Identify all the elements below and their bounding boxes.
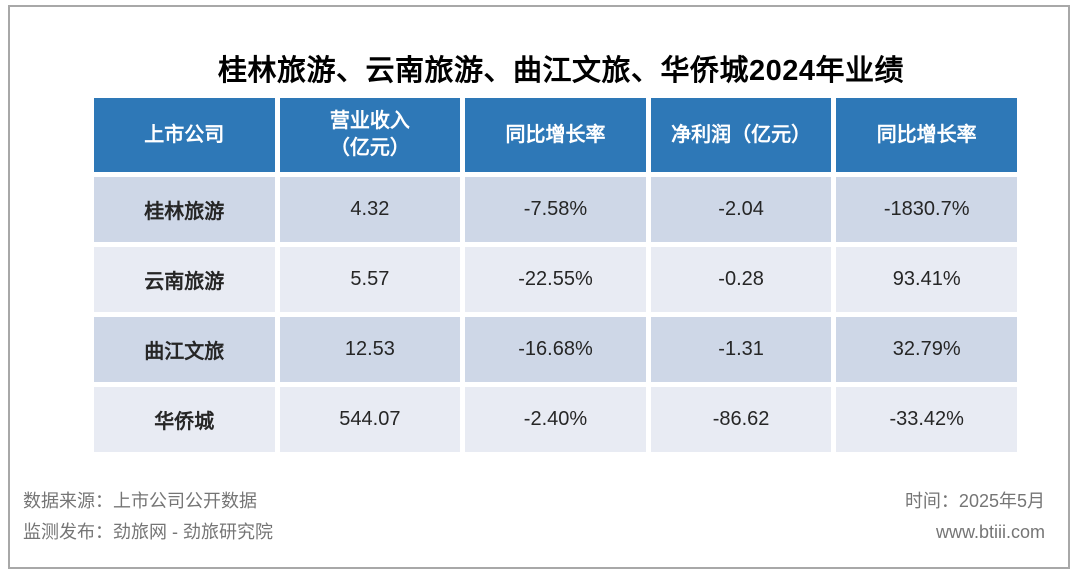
table-header: 上市公司 营业收入 （亿元） 同比增长率 净利润（亿元） 同比增长率 — [94, 98, 1017, 172]
table-row-oct: 华侨城 544.07 -2.40% -86.62 -33.42% — [94, 387, 1017, 452]
profit-yoy-cell: -33.42% — [836, 387, 1017, 452]
revenue-cell: 544.07 — [279, 387, 461, 452]
header-profit: 净利润（亿元） — [650, 98, 832, 172]
footer-left: 数据来源：上市公司公开数据 监测发布：劲旅网 - 劲旅研究院 — [23, 486, 273, 548]
table-row-guilin-tourism: 桂林旅游 4.32 -7.58% -2.04 -1830.7% — [94, 177, 1017, 242]
header-revenue: 营业收入 （亿元） — [279, 98, 461, 172]
company-cell: 华侨城 — [94, 387, 275, 452]
table-row-yunnan-tourism: 云南旅游 5.57 -22.55% -0.28 93.41% — [94, 247, 1017, 312]
profit-cell: -0.28 — [650, 247, 832, 312]
date-text: 时间：2025年5月 — [904, 491, 1045, 511]
company-cell: 桂林旅游 — [94, 177, 275, 242]
revenue-yoy-cell: -2.40% — [465, 387, 646, 452]
company-cell: 云南旅游 — [94, 247, 275, 312]
website-text: www.btiii.com — [935, 522, 1045, 542]
profit-cell: -2.04 — [650, 177, 832, 242]
page-title: 桂林旅游、云南旅游、曲江文旅、华侨城2024年业绩 — [217, 55, 904, 88]
performance-table: 上市公司 营业收入 （亿元） 同比增长率 净利润（亿元） 同比增长率 桂林旅游 … — [89, 93, 1022, 457]
profit-yoy-cell: -1830.7% — [836, 177, 1017, 242]
table-row-qujiang-wenlv: 曲江文旅 12.53 -16.68% -1.31 32.79% — [94, 317, 1017, 382]
revenue-cell: 5.57 — [279, 247, 461, 312]
header-revenue-yoy: 同比增长率 — [465, 98, 646, 172]
publisher-text: 监测发布：劲旅网 - 劲旅研究院 — [23, 522, 273, 542]
header-profit-yoy: 同比增长率 — [836, 98, 1017, 172]
table-header-row: 上市公司 营业收入 （亿元） 同比增长率 净利润（亿元） 同比增长率 — [94, 98, 1017, 172]
revenue-yoy-cell: -7.58% — [465, 177, 646, 242]
data-source-text: 数据来源：上市公司公开数据 — [23, 491, 257, 511]
profit-yoy-cell: 93.41% — [836, 247, 1017, 312]
profit-cell: -86.62 — [650, 387, 832, 452]
revenue-cell: 4.32 — [279, 177, 461, 242]
revenue-cell: 12.53 — [279, 317, 461, 382]
company-cell: 曲江文旅 — [94, 317, 275, 382]
profit-cell: -1.31 — [650, 317, 832, 382]
profit-yoy-cell: 32.79% — [836, 317, 1017, 382]
footer: 数据来源：上市公司公开数据 监测发布：劲旅网 - 劲旅研究院 时间：2025年5… — [23, 486, 1045, 548]
header-company: 上市公司 — [94, 98, 275, 172]
footer-right: 时间：2025年5月 www.btiii.com — [905, 486, 1045, 548]
revenue-yoy-cell: -22.55% — [465, 247, 646, 312]
revenue-yoy-cell: -16.68% — [465, 317, 646, 382]
